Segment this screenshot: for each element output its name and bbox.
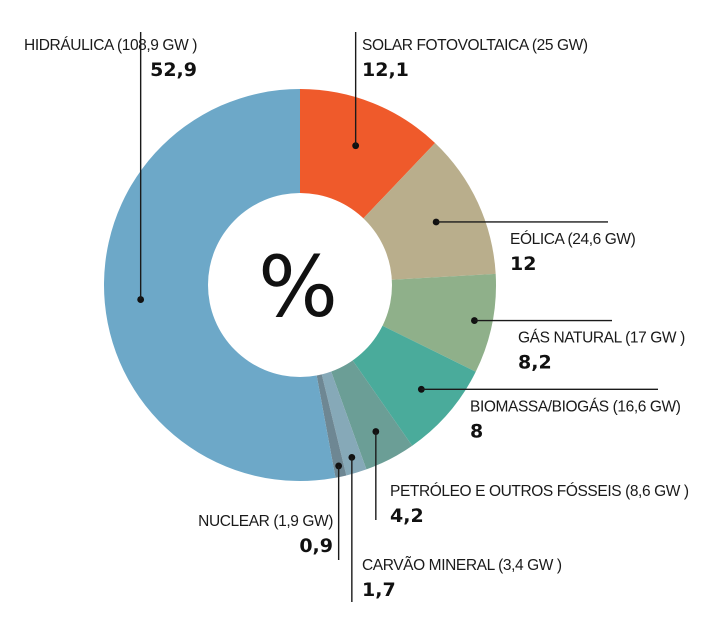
slice-label-petroleo-e-outros-fosseis: PETRÓLEO E OUTROS FÓSSEIS (8,6 GW ) (390, 483, 689, 500)
slice-label-gas-natural: GÁS NATURAL (17 GW ) (518, 330, 685, 347)
leader-dot-solar-fotovoltaica (352, 142, 360, 150)
slice-label-nuclear: NUCLEAR (1,9 GW) (198, 513, 333, 530)
slice-value-biomassa-biogas: 8 (470, 420, 483, 442)
slice-label-hidraulica: HIDRÁULICA (108,9 GW ) (24, 37, 197, 54)
slice-label-eolica: EÓLICA (24,6 GW) (510, 231, 636, 248)
slice-label-carvao-mineral: CARVÃO MINERAL (3,4 GW ) (362, 557, 562, 574)
slice-value-hidraulica: 52,9 (150, 59, 197, 81)
slice-value-carvao-mineral: 1,7 (362, 579, 396, 601)
slice-label-solar-fotovoltaica: SOLAR FOTOVOLTAICA (25 GW) (362, 37, 588, 54)
slice-value-eolica: 12 (510, 253, 536, 275)
slice-label-biomassa-biogas: BIOMASSA/BIOGÁS (16,6 GW) (470, 398, 681, 415)
center-percent-label: % (258, 238, 338, 336)
slice-value-gas-natural: 8,2 (518, 352, 552, 374)
slice-value-nuclear: 0,9 (299, 535, 333, 557)
slice-value-solar-fotovoltaica: 12,1 (362, 59, 409, 81)
donut-hole (208, 193, 392, 377)
labels-group: SOLAR FOTOVOLTAICA (25 GW) 12,1 EÓLICA (24… (24, 32, 689, 602)
slice-value-petroleo-e-outros-fosseis: 4,2 (390, 505, 424, 527)
